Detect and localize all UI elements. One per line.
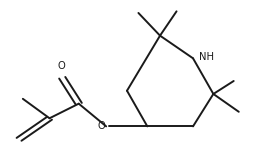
Text: NH: NH bbox=[199, 52, 214, 62]
Text: O: O bbox=[98, 121, 105, 131]
Text: O: O bbox=[57, 61, 65, 71]
